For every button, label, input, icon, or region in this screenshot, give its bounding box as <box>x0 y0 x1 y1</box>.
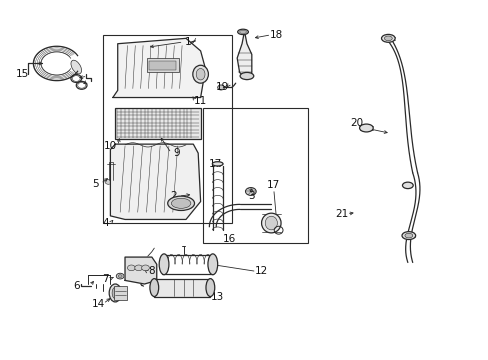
Circle shape <box>118 275 122 278</box>
Text: 5: 5 <box>92 179 99 189</box>
Ellipse shape <box>240 72 253 80</box>
Ellipse shape <box>150 279 158 297</box>
Text: 10: 10 <box>103 141 117 151</box>
Text: 20: 20 <box>349 118 363 128</box>
Text: 7: 7 <box>102 274 109 284</box>
Text: 4: 4 <box>102 218 109 228</box>
Ellipse shape <box>239 30 246 33</box>
Ellipse shape <box>384 36 391 41</box>
Circle shape <box>191 181 199 187</box>
Polygon shape <box>125 257 157 284</box>
Text: 15: 15 <box>16 69 29 79</box>
Text: 9: 9 <box>173 148 179 158</box>
Text: 16: 16 <box>223 234 236 244</box>
Text: 14: 14 <box>91 299 104 309</box>
Ellipse shape <box>205 279 214 297</box>
Bar <box>115 108 200 139</box>
Ellipse shape <box>71 60 81 74</box>
Text: 17: 17 <box>266 180 280 190</box>
Circle shape <box>135 265 142 271</box>
Ellipse shape <box>401 231 415 239</box>
Ellipse shape <box>196 68 204 80</box>
Text: 19: 19 <box>216 82 229 92</box>
Circle shape <box>245 188 256 195</box>
Ellipse shape <box>237 29 248 35</box>
Ellipse shape <box>192 65 208 83</box>
Ellipse shape <box>359 124 372 132</box>
Circle shape <box>127 265 135 271</box>
Ellipse shape <box>112 287 118 299</box>
Text: 3: 3 <box>248 191 255 201</box>
Circle shape <box>105 179 112 184</box>
Ellipse shape <box>171 198 190 208</box>
Text: 8: 8 <box>148 266 155 276</box>
Ellipse shape <box>381 35 394 42</box>
Ellipse shape <box>264 216 277 230</box>
Text: 2: 2 <box>170 191 177 201</box>
Text: 11: 11 <box>194 96 207 106</box>
Polygon shape <box>237 31 251 80</box>
Circle shape <box>217 85 224 90</box>
Ellipse shape <box>109 284 121 302</box>
Text: 18: 18 <box>269 30 282 40</box>
Text: 13: 13 <box>211 292 224 302</box>
Bar <box>203 108 307 243</box>
Text: 12: 12 <box>254 266 267 276</box>
Ellipse shape <box>404 233 412 238</box>
Ellipse shape <box>167 196 194 211</box>
Bar <box>147 58 178 72</box>
Circle shape <box>116 273 124 279</box>
Text: 21: 21 <box>335 209 348 219</box>
Bar <box>103 35 232 223</box>
Bar <box>114 286 127 300</box>
Text: 17: 17 <box>208 159 222 169</box>
Ellipse shape <box>212 162 223 166</box>
Text: 6: 6 <box>73 281 80 291</box>
Text: 1: 1 <box>185 37 191 47</box>
Ellipse shape <box>402 182 412 189</box>
Circle shape <box>142 265 149 271</box>
Ellipse shape <box>207 254 217 275</box>
Ellipse shape <box>261 213 281 233</box>
Bar <box>154 279 210 297</box>
Ellipse shape <box>159 254 168 275</box>
Bar <box>149 60 176 69</box>
Polygon shape <box>113 39 205 98</box>
Polygon shape <box>110 144 200 220</box>
